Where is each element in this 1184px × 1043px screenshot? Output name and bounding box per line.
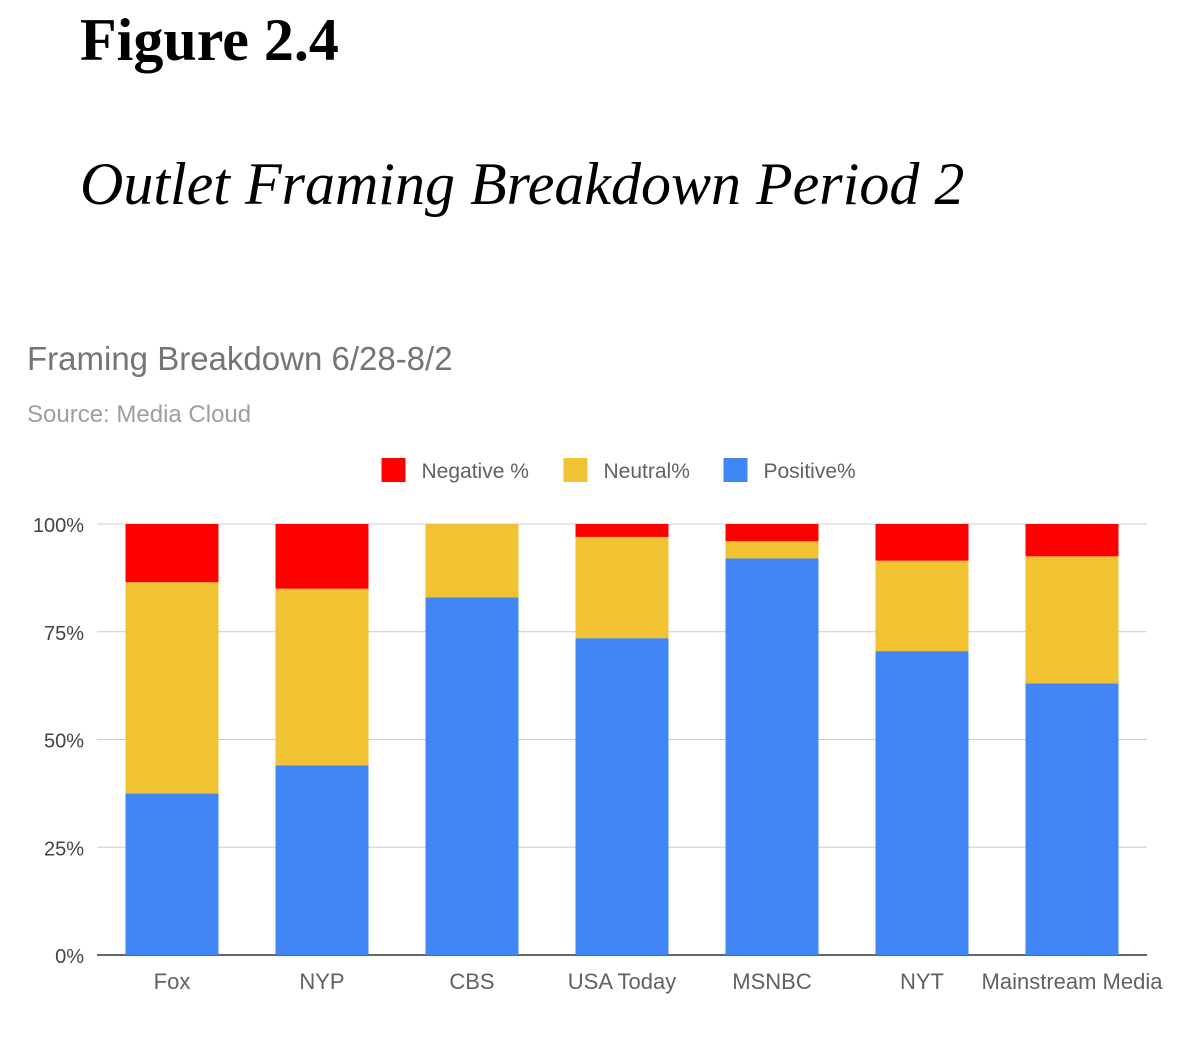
- y-axis-ticks: 0% 25% 50% 75% 100%: [33, 515, 84, 968]
- bar-nyt-negative: [875, 524, 969, 561]
- legend-swatch-positive: [723, 458, 748, 482]
- x-tick-label: Fox: [154, 969, 191, 994]
- bar-mainstream-media-negative: [1025, 524, 1119, 557]
- legend-label-neutral: Neutral%: [604, 460, 690, 483]
- chart-subtitle: Source: Media Cloud: [27, 401, 251, 428]
- bar-msnbc-negative: [725, 524, 819, 542]
- bar-mainstream-media-positive: [1025, 683, 1119, 955]
- bar-usa-today-negative: [575, 524, 669, 537]
- bar-fox-positive: [125, 793, 219, 955]
- bar-nyp-neutral: [275, 588, 369, 766]
- x-tick-label: Mainstream Media: [982, 969, 1164, 994]
- y-tick-label: 75%: [44, 623, 84, 645]
- bar-mainstream-media-neutral: [1025, 556, 1119, 684]
- legend-swatch-negative: [381, 458, 406, 482]
- x-axis-ticks: Fox NYP CBS USA Today MSNBC NYT Mainstream Med…: [154, 969, 1164, 994]
- x-tick-label: NYT: [900, 969, 944, 994]
- y-tick-label: 0%: [55, 946, 84, 968]
- bar-fox-neutral: [125, 582, 219, 794]
- bar-cbs-positive: [425, 597, 519, 955]
- stacked-bar-chart: Framing Breakdown 6/28-8/2 Source: Media…: [27, 340, 1164, 994]
- bar-nyp-positive: [275, 765, 369, 955]
- bar-msnbc-positive: [725, 558, 819, 955]
- bars: [125, 524, 1119, 955]
- y-tick-label: 100%: [33, 515, 84, 537]
- figure-caption: Outlet Framing Breakdown Period 2: [80, 151, 965, 217]
- figure-label: Figure 2.4: [80, 7, 339, 73]
- bar-cbs-neutral: [425, 524, 519, 598]
- x-tick-label: USA Today: [568, 969, 676, 994]
- chart-title: Framing Breakdown 6/28-8/2: [27, 340, 453, 377]
- chart-legend: Negative % Neutral% Positive%: [381, 458, 856, 483]
- bar-nyt-positive: [875, 651, 969, 955]
- bar-usa-today-positive: [575, 638, 669, 955]
- x-tick-label: NYP: [299, 969, 344, 994]
- legend-swatch-neutral: [563, 458, 588, 482]
- y-tick-label: 50%: [44, 731, 84, 753]
- bar-nyp-negative: [275, 524, 369, 589]
- legend-label-positive: Positive%: [764, 460, 856, 483]
- legend-label-negative: Negative %: [422, 460, 529, 483]
- bar-usa-today-neutral: [575, 536, 669, 639]
- x-tick-label: MSNBC: [732, 969, 812, 994]
- y-tick-label: 25%: [44, 838, 84, 860]
- bar-fox-negative: [125, 524, 219, 583]
- x-tick-label: CBS: [449, 969, 494, 994]
- bar-nyt-neutral: [875, 560, 969, 652]
- bar-msnbc-neutral: [725, 541, 819, 559]
